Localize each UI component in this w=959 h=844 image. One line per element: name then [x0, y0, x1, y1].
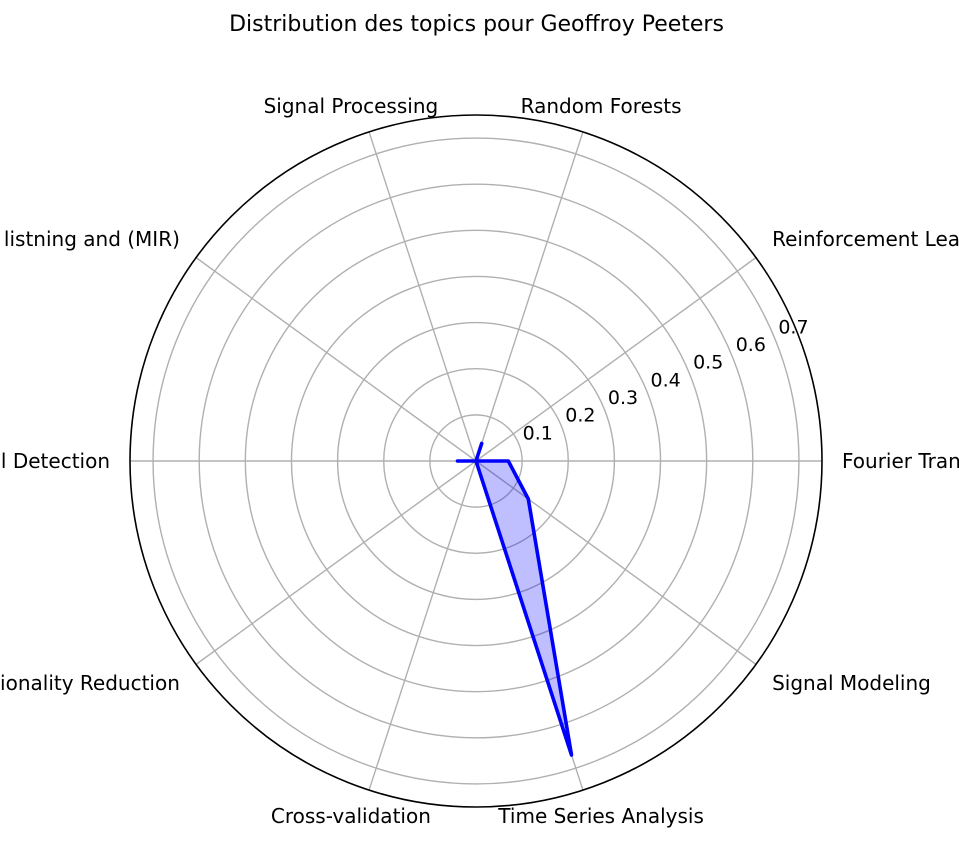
grid-layer: [129, 114, 823, 808]
category-label: Time Series Analysis: [497, 804, 704, 828]
category-label: Dimensionality Reduction: [0, 671, 180, 695]
r-tick-label: 0.6: [736, 334, 766, 356]
category-label: Random Forests: [521, 94, 682, 118]
r-tick-label: 0.3: [608, 387, 638, 409]
r-tick-label: 0.4: [650, 369, 680, 391]
label-layer: 0.1 0.2 0.3 0.4 0.5 0.6 0.7 Fourier Transform Re…: [0, 94, 959, 828]
angular-grid-line: [368, 131, 477, 462]
series-fill: [457, 443, 572, 755]
category-label: Fourier Transform: [842, 449, 959, 473]
category-label: Signal Detection: [0, 449, 110, 473]
r-tick-label: 0.5: [693, 352, 723, 374]
data-layer: [455, 441, 574, 757]
r-tick-label: 0.7: [778, 316, 808, 338]
category-label: Machine listning and (MIR): [0, 227, 180, 251]
r-tick-label: 0.2: [565, 405, 595, 427]
angular-grid-line: [368, 460, 477, 791]
chart-title: Distribution des topics pour Geoffroy Pe…: [229, 12, 724, 37]
r-tick-label: 0.1: [523, 422, 553, 444]
category-label: Signal Modeling: [772, 671, 931, 695]
angular-grid-line: [475, 257, 757, 462]
category-label: Reinforcement Learning: [772, 227, 959, 251]
angular-grid-line: [195, 460, 477, 665]
polar-frame: [129, 114, 823, 808]
angular-grid-line: [195, 257, 477, 462]
angular-grid-line: [475, 460, 757, 665]
angular-grid-line: [475, 131, 584, 462]
category-label: Cross-validation: [271, 804, 431, 828]
category-label: Signal Processing: [264, 94, 439, 118]
